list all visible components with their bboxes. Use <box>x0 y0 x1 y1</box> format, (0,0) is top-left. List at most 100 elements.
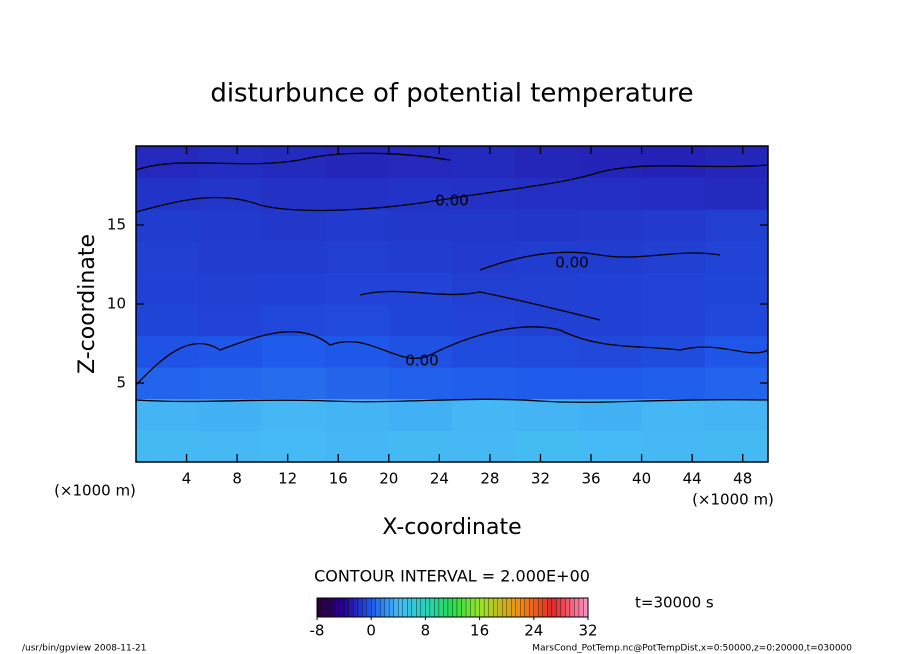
colorbar-tick-label: 16 <box>470 622 489 640</box>
colorbar-frame <box>316 597 589 618</box>
field-cell <box>199 335 263 368</box>
x-unit-label: (×1000 m) <box>54 482 136 500</box>
colorbar-stripe <box>492 597 498 618</box>
colorbar-stripe <box>407 597 413 618</box>
field-cell <box>578 272 643 305</box>
field-cell <box>641 304 706 337</box>
field-cell <box>325 398 390 431</box>
field-cell <box>452 398 516 431</box>
field-cell <box>452 240 516 273</box>
colorbar-tick-label: 24 <box>524 622 543 640</box>
colorbar-tick-label: 8 <box>421 622 431 640</box>
colorbar-stripe <box>452 597 458 618</box>
x-tick-label: 40 <box>632 470 651 488</box>
y-tick-label: 15 <box>107 216 126 234</box>
field-cell <box>325 177 390 210</box>
colorbar-stripe <box>357 597 363 618</box>
colorbar-stripe <box>398 597 403 618</box>
field-cell <box>578 146 643 179</box>
field-cell <box>136 240 200 273</box>
colorbar-stripe <box>538 597 543 618</box>
x-tick-label: 44 <box>683 470 702 488</box>
field-cell <box>325 430 390 463</box>
colorbar-stripe <box>569 597 575 618</box>
field-cell <box>199 209 263 242</box>
contour-line <box>135 326 769 386</box>
contour-line <box>359 290 601 321</box>
field-cell <box>515 177 579 210</box>
field-cell <box>704 209 769 242</box>
field-cell <box>388 304 453 337</box>
field-cell <box>641 398 706 431</box>
field-cell <box>515 209 579 242</box>
field-cell <box>136 335 200 368</box>
contour-lines <box>135 152 769 403</box>
field-cell <box>136 272 200 305</box>
field-cell <box>704 335 769 368</box>
field-cell <box>325 146 390 179</box>
field-cell <box>578 430 643 463</box>
field-cell <box>388 430 453 463</box>
colorbar-stripe <box>560 597 566 618</box>
x-tick-label: 20 <box>379 470 398 488</box>
field-cell <box>704 272 769 305</box>
field-cell <box>136 430 200 463</box>
contour-label: 0.00 <box>555 254 588 272</box>
field-cell <box>704 398 769 431</box>
x-tick-label: 8 <box>232 470 242 488</box>
field-cell <box>325 209 390 242</box>
field-cell <box>641 430 706 463</box>
field-cell <box>262 177 327 210</box>
colorbar-stripe <box>334 597 340 618</box>
colorbar-stripe <box>533 597 539 618</box>
x-tick-label: 12 <box>278 470 297 488</box>
field-cell <box>388 272 453 305</box>
field-cell <box>452 146 516 179</box>
field-cell <box>704 146 769 179</box>
field-cell <box>641 146 706 179</box>
field-cell <box>136 367 200 400</box>
field-cell <box>262 240 327 273</box>
field-cell <box>388 240 453 273</box>
field-cell <box>262 272 327 305</box>
field-cell <box>388 146 453 179</box>
field-cell <box>515 367 579 400</box>
colorbar-stripe <box>551 597 557 618</box>
colorbar-stripe <box>479 597 485 618</box>
field-cell <box>262 304 327 337</box>
field-cell <box>262 335 327 368</box>
contour-line <box>135 152 451 171</box>
field-cell <box>704 240 769 273</box>
field-cell <box>641 272 706 305</box>
time-label: t=30000 s <box>635 594 714 612</box>
colorbar-stripe <box>411 597 417 618</box>
contour-label: 0.00 <box>405 352 438 370</box>
colorbar-stripe <box>393 597 399 618</box>
field-cell <box>262 398 327 431</box>
colorbar-stripe <box>474 597 480 618</box>
field-cell <box>325 304 390 337</box>
colorbar-stripe <box>506 597 512 618</box>
field-cell <box>388 367 453 400</box>
colorbar-stripe <box>578 597 584 618</box>
colorbar-stripe <box>339 597 345 618</box>
colorbar-stripe <box>456 597 462 618</box>
field-cell <box>704 304 769 337</box>
colorbar-stripe <box>529 597 534 618</box>
field-cell <box>704 177 769 210</box>
colorbar-stripe <box>483 597 489 618</box>
footer-right: MarsCond_PotTemp.nc@PotTempDist,x=0:5000… <box>532 644 852 654</box>
colorbar-stripe <box>520 597 525 618</box>
x-tick-label: 36 <box>581 470 600 488</box>
field-cell <box>641 240 706 273</box>
colorbar-stripe <box>316 597 322 618</box>
contour-line <box>135 164 769 213</box>
field-cell <box>452 304 516 337</box>
field-cell <box>641 367 706 400</box>
field-cell <box>452 272 516 305</box>
colorbar-stripe <box>321 597 327 618</box>
x-tick-label: 24 <box>430 470 449 488</box>
field-cell <box>641 177 706 210</box>
field-cell <box>262 430 327 463</box>
